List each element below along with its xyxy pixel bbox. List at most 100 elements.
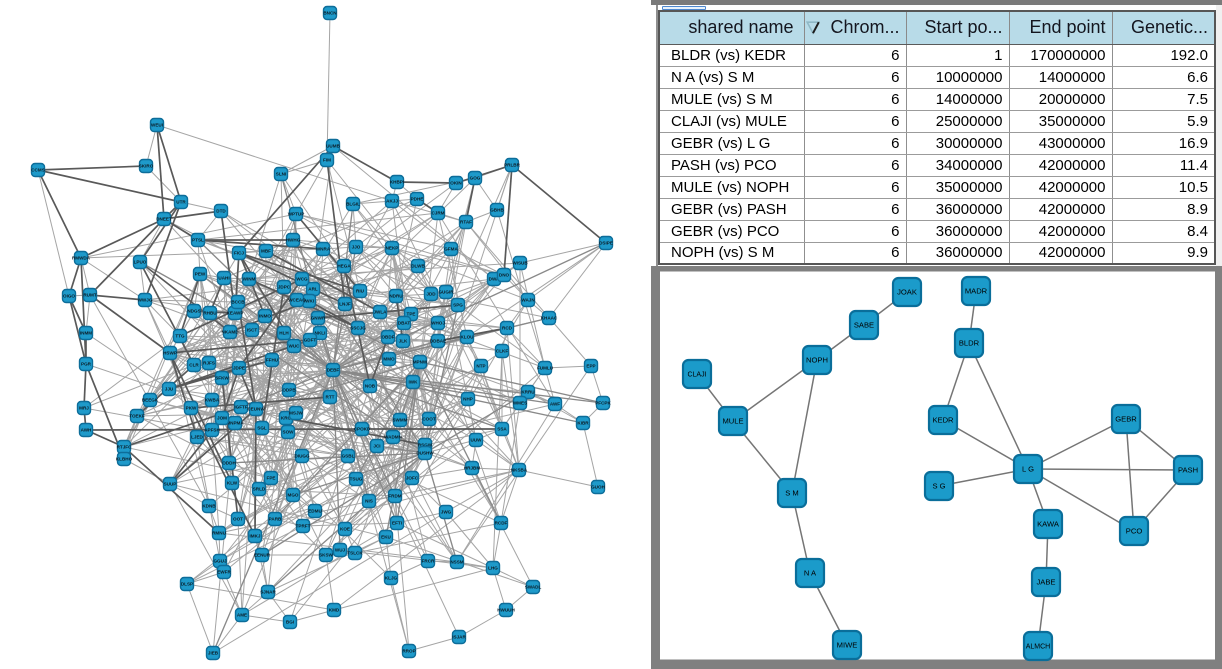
svg-text:PASH: PASH xyxy=(1178,466,1198,475)
svg-text:GUGIR: GUGIR xyxy=(438,290,454,295)
svg-text:RCDF: RCDF xyxy=(495,521,508,526)
svg-text:IMKJ: IMKJ xyxy=(250,534,261,539)
svg-text:MRJ: MRJ xyxy=(79,406,89,411)
svg-text:GBHB: GBHB xyxy=(490,208,504,213)
svg-text:KHBPI: KHBPI xyxy=(390,180,404,185)
svg-text:HLH: HLH xyxy=(279,331,289,336)
svg-text:WWJG: WWJG xyxy=(138,298,153,303)
svg-text:JWLA: JWLA xyxy=(373,310,387,315)
svg-text:UAHI: UAHI xyxy=(218,276,229,281)
svg-text:RJFS: RJFS xyxy=(203,361,215,366)
svg-text:JOAK: JOAK xyxy=(897,288,917,297)
svg-text:TSLCK: TSLCK xyxy=(347,551,363,556)
svg-text:NHP: NHP xyxy=(463,397,473,402)
svg-text:DDBAE: DDBAE xyxy=(430,339,446,344)
svg-text:SSCJG: SSCJG xyxy=(350,326,366,331)
svg-text:DEBF: DEBF xyxy=(327,368,340,373)
svg-text:TOEKF: TOEKF xyxy=(129,414,145,419)
svg-text:RUMT: RUMT xyxy=(83,293,96,298)
svg-text:INMM: INMM xyxy=(80,331,92,336)
svg-text:OOT: OOT xyxy=(233,517,243,522)
svg-text:GDFT: GDFT xyxy=(304,338,317,343)
svg-text:DNO: DNO xyxy=(499,273,510,278)
svg-text:KDNB: KDNB xyxy=(202,504,216,509)
svg-text:WADMN: WADMN xyxy=(384,435,403,440)
svg-text:HWUUH: HWUUH xyxy=(497,608,515,613)
svg-text:JJO: JJO xyxy=(352,245,361,250)
svg-text:MMO: MMO xyxy=(383,357,395,362)
svg-text:LJED: LJED xyxy=(191,435,203,440)
svg-text:CLAJI: CLAJI xyxy=(687,372,706,379)
svg-text:AWH: AWH xyxy=(81,428,92,433)
svg-text:KIBR: KIBR xyxy=(577,421,589,426)
svg-text:DUSHW: DUSHW xyxy=(416,451,434,456)
svg-text:RMNU: RMNU xyxy=(212,531,226,536)
svg-text:PCO: PCO xyxy=(1126,527,1143,536)
svg-text:GFMA: GFMA xyxy=(444,247,458,252)
svg-text:PDHE: PDHE xyxy=(411,197,424,202)
svg-text:L G: L G xyxy=(1022,465,1034,474)
svg-text:GNWR: GNWR xyxy=(311,316,326,321)
svg-text:EKU: EKU xyxy=(381,535,391,540)
svg-text:CLR: CLR xyxy=(189,363,199,368)
svg-text:APFSH: APFSH xyxy=(204,428,220,433)
svg-text:JLK: JLK xyxy=(399,339,408,344)
svg-text:WMES: WMES xyxy=(513,401,527,406)
svg-text:WUJ: WUJ xyxy=(335,548,346,553)
svg-text:SLNI: SLNI xyxy=(276,172,286,177)
svg-text:SPG: SPG xyxy=(453,303,463,308)
svg-text:KMD: KMD xyxy=(329,608,340,613)
svg-text:WNRA: WNRA xyxy=(316,247,331,252)
svg-text:WCEAO: WCEAO xyxy=(288,298,306,303)
svg-text:KHAAC: KHAAC xyxy=(541,316,558,321)
svg-text:RTJFC: RTJFC xyxy=(117,445,132,450)
svg-text:WCG: WCG xyxy=(296,277,308,282)
svg-text:NKAMD: NKAMD xyxy=(221,330,239,335)
svg-text:SFKW: SFKW xyxy=(215,376,229,381)
svg-text:CCMS: CCMS xyxy=(31,168,45,173)
svg-text:SABE: SABE xyxy=(854,321,874,330)
svg-text:OKIN: OKIN xyxy=(450,181,462,186)
svg-text:WISUB: WISUB xyxy=(512,261,528,266)
svg-text:OBDF: OBDF xyxy=(381,335,394,340)
svg-text:ISCT: ISCT xyxy=(247,328,258,333)
svg-text:KOE: KOE xyxy=(340,527,350,532)
svg-text:BCCB: BCCB xyxy=(231,300,245,305)
svg-text:KRRU: KRRU xyxy=(521,390,535,395)
svg-text:LPUO: LPUO xyxy=(134,260,147,265)
svg-text:EWFR: EWFR xyxy=(217,570,231,575)
svg-text:WPTUP: WPTUP xyxy=(288,212,305,217)
svg-text:ODPB: ODPB xyxy=(282,388,296,393)
svg-text:DIUGG: DIUGG xyxy=(294,454,309,459)
svg-text:JJU: JJU xyxy=(165,387,174,392)
svg-text:WINM: WINM xyxy=(243,277,256,282)
svg-text:BNCN: BNCN xyxy=(323,11,337,16)
svg-text:PRLBR: PRLBR xyxy=(504,163,521,168)
svg-text:RCD: RCD xyxy=(502,326,513,331)
svg-text:DNEET: DNEET xyxy=(156,217,172,222)
svg-text:DSIPE: DSIPE xyxy=(599,241,613,246)
svg-text:SJNAR: SJNAR xyxy=(260,590,276,595)
svg-text:LHG: LHG xyxy=(488,566,498,571)
svg-text:HSWP: HSWP xyxy=(163,351,177,356)
svg-text:RROP: RROP xyxy=(402,649,415,654)
svg-text:RHBU: RHBU xyxy=(203,311,217,316)
svg-text:TPE: TPE xyxy=(407,312,416,317)
svg-text:GOG: GOG xyxy=(470,176,481,181)
svg-text:CJRM: CJRM xyxy=(431,211,444,216)
svg-text:HRJBM: HRJBM xyxy=(464,466,481,471)
svg-text:AME: AME xyxy=(237,613,247,618)
svg-text:BLGIL: BLGIL xyxy=(346,202,360,207)
svg-text:LNJF: LNJF xyxy=(339,302,351,307)
svg-text:GSBL: GSBL xyxy=(342,454,355,459)
svg-text:FFHU: FFHU xyxy=(266,358,279,363)
svg-text:KLW: KLW xyxy=(227,481,238,486)
svg-text:DWA: DWA xyxy=(489,277,500,282)
svg-text:N A: N A xyxy=(804,569,817,578)
svg-text:SSA: SSA xyxy=(497,427,507,432)
svg-text:CPOKD: CPOKD xyxy=(354,427,371,432)
svg-text:NKSBA: NKSBA xyxy=(511,468,528,473)
svg-text:CEUNW: CEUNW xyxy=(247,407,265,412)
svg-text:BGI: BGI xyxy=(286,620,294,625)
svg-text:KLBHO: KLBHO xyxy=(116,457,133,462)
